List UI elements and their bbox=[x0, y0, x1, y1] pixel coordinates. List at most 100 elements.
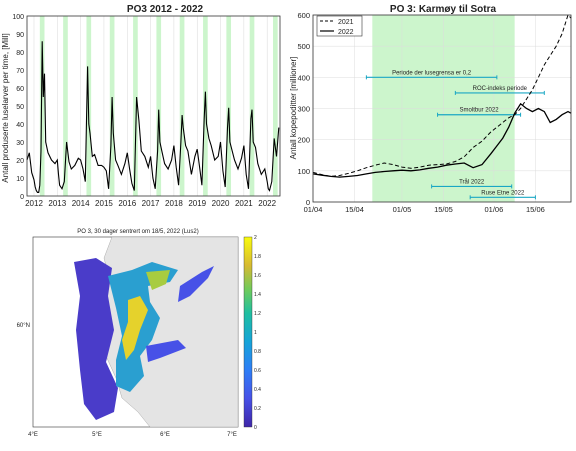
chart1-series-line bbox=[26, 41, 280, 193]
colorbar-tick-9: 1.8 bbox=[254, 254, 261, 260]
colorbar-tick-10: 2 bbox=[254, 235, 257, 241]
annotation-label-2: Smoltbur 2022 bbox=[460, 108, 500, 114]
chart1-x-tick-2017: 2017 bbox=[142, 199, 160, 208]
map-tick-7E: 7°E bbox=[227, 432, 237, 438]
colorbar-tick-3: 0.6 bbox=[254, 368, 261, 374]
map-tick-6E: 6°E bbox=[160, 432, 170, 438]
chart2-y-tick-300: 300 bbox=[297, 105, 310, 114]
chart2-legend: 2021 2022 bbox=[316, 15, 363, 37]
fjord-mid-zone bbox=[146, 270, 170, 290]
chart1-x-tick-2019: 2019 bbox=[188, 199, 206, 208]
colorbar-tick-4: 0.8 bbox=[254, 349, 261, 355]
chart2-annotations: Periode der lusegrensa er 0,2 ROC-indeks … bbox=[365, 70, 545, 200]
chart1-x-tick-2018: 2018 bbox=[165, 199, 183, 208]
chart2-x-tick-1: 15/04 bbox=[345, 205, 364, 214]
map-tick-4E: 4°E bbox=[28, 432, 38, 438]
chart1-y-tick-90: 90 bbox=[16, 32, 24, 39]
fjord-peak-zone bbox=[122, 296, 148, 360]
colorbar-ticks: 0 0.2 0.4 0.6 0.8 1 1.2 1.4 1.6 1.8 2 bbox=[254, 235, 261, 431]
chart1-y-ticks: 0 10 20 30 40 50 60 70 80 90 100 bbox=[12, 14, 24, 201]
chart1-x-tick-2022: 2022 bbox=[258, 199, 276, 208]
chart1-y-tick-50: 50 bbox=[16, 104, 24, 111]
fjord-high-zone bbox=[108, 262, 178, 392]
chart1-x-ticks: 2012 2013 2014 2015 2016 2017 2018 2019 2020 2021… bbox=[25, 199, 277, 208]
chart1-y-tick-60: 60 bbox=[16, 86, 24, 93]
chart1-x-tick-2016: 2016 bbox=[118, 199, 136, 208]
chart1-frame bbox=[26, 15, 281, 197]
chart1-y-tick-40: 40 bbox=[16, 122, 24, 129]
chart2-x-tick-5: 15/06 bbox=[526, 205, 545, 214]
land-mass bbox=[103, 236, 239, 428]
colorbar-tick-2: 0.4 bbox=[254, 387, 261, 393]
chart1-y-tick-30: 30 bbox=[16, 140, 24, 147]
chart2-band bbox=[372, 15, 515, 202]
chart1-x-tick-2013: 2013 bbox=[48, 199, 66, 208]
chart2-y-ticks: 0 100 200 300 400 500 600 bbox=[297, 11, 310, 207]
chart1-highlight-bands bbox=[39, 16, 278, 196]
chart2-y-tick-400: 400 bbox=[297, 73, 310, 82]
chart1-band-0 bbox=[39, 16, 45, 196]
colorbar-tick-1: 0.2 bbox=[254, 406, 261, 412]
map-tick-60N: 60°N bbox=[17, 323, 30, 329]
chart2-grid bbox=[312, 14, 571, 203]
chart2-x-tick-4: 01/06 bbox=[485, 205, 504, 214]
chart1-band-9 bbox=[249, 16, 255, 196]
chart1-band-2 bbox=[86, 16, 92, 196]
map-sea bbox=[32, 236, 239, 428]
chart2-x-tick-3: 15/05 bbox=[434, 205, 453, 214]
legend-label-2022: 2022 bbox=[338, 29, 354, 36]
chart1-band-7 bbox=[203, 16, 208, 196]
chart1-band-8 bbox=[226, 16, 232, 196]
annotation-label-3: Trål 2022 bbox=[459, 178, 485, 185]
chart1-band-5 bbox=[156, 16, 162, 196]
legend-label-2021: 2021 bbox=[338, 19, 354, 26]
colorbar bbox=[243, 236, 253, 428]
colorbar-tick-0: 0 bbox=[254, 425, 257, 431]
southern-fjord-branch bbox=[146, 340, 186, 362]
chart1-band-10 bbox=[273, 16, 278, 196]
legend-box bbox=[316, 15, 363, 37]
chart3-map-ticks: 4°E 5°E 6°E 7°E 60°N bbox=[17, 323, 237, 438]
chart2-y-tick-600: 600 bbox=[297, 11, 310, 20]
chart2-y-tick-0: 0 bbox=[306, 198, 310, 207]
chart2-x-tick-2: 01/05 bbox=[393, 205, 412, 214]
chart1-title: PO3 2012 - 2022 bbox=[127, 4, 204, 15]
chart1-x-tick-2021: 2021 bbox=[235, 199, 253, 208]
chart1-y-tick-10: 10 bbox=[16, 176, 24, 183]
chart1-band-4 bbox=[133, 16, 138, 196]
chart1-x-tick-2012: 2012 bbox=[25, 199, 43, 208]
chart1-y-tick-0: 0 bbox=[20, 194, 24, 201]
annotation-label-1: ROC-indeks periode bbox=[473, 86, 528, 92]
chart1-y-tick-20: 20 bbox=[16, 158, 24, 165]
chart2-y-tick-500: 500 bbox=[297, 42, 310, 51]
chart1-band-3 bbox=[109, 16, 115, 196]
chart3-title: PO 3, 30 dager sentrert om 18/5, 2022 (L… bbox=[77, 229, 198, 235]
chart1-x-tick-2014: 2014 bbox=[72, 199, 90, 208]
chart2-series bbox=[312, 14, 572, 178]
colorbar-tick-5: 1 bbox=[254, 330, 257, 336]
annotation-label-4: Ruse Etne 2022 bbox=[481, 190, 525, 196]
colorbar-tick-7: 1.4 bbox=[254, 292, 261, 298]
map-tick-5E: 5°E bbox=[92, 432, 102, 438]
chart1-x-tick-2020: 2020 bbox=[212, 199, 230, 208]
map-land bbox=[103, 236, 239, 428]
chart1-series bbox=[26, 41, 280, 193]
chart2-series-2021 bbox=[312, 14, 572, 177]
chart2-frame bbox=[312, 14, 572, 203]
chart2-y-tick-100: 100 bbox=[297, 167, 310, 176]
annotation-label-0: Periode der lusegrensa er 0,2 bbox=[392, 70, 472, 76]
chart1-y-tick-80: 80 bbox=[16, 50, 24, 57]
chart1-y-tick-100: 100 bbox=[12, 14, 24, 21]
inner-fjord-branch bbox=[178, 266, 214, 302]
chart2-title: PO 3: Karmøy til Sotra bbox=[390, 4, 497, 15]
map-coastal-concentration bbox=[74, 258, 214, 420]
chart2-y-tick-200: 200 bbox=[297, 136, 310, 145]
chart1-ylabel: Antall produserte luselarver per time, [… bbox=[1, 33, 10, 182]
chart2-series-2022 bbox=[312, 102, 572, 178]
chart2-x-ticks: 01/04 15/04 01/05 15/05 01/06 15/06 bbox=[304, 205, 545, 214]
chart1-x-tick-2015: 2015 bbox=[95, 199, 113, 208]
outer-coast-zone bbox=[74, 258, 118, 420]
